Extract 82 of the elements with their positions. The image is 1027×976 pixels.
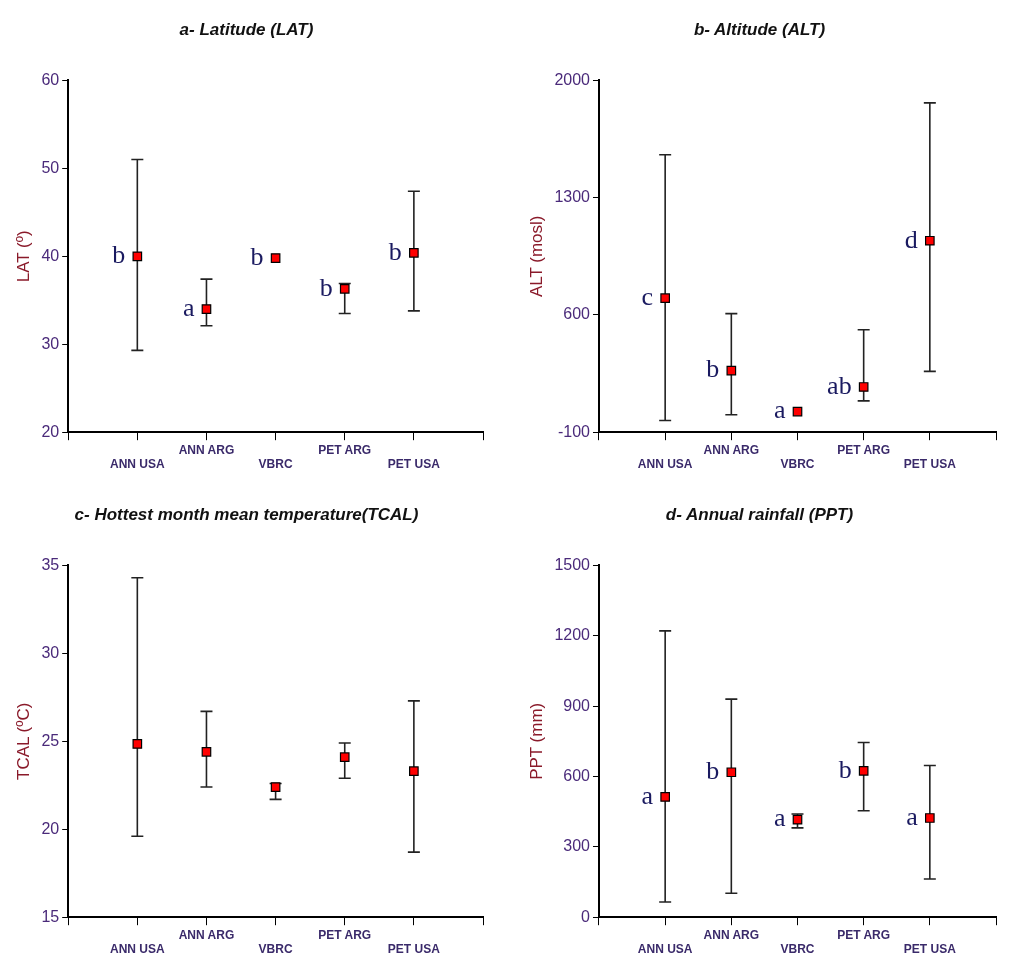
annotation: b	[112, 240, 126, 270]
annotation: ab	[827, 370, 852, 400]
y-tick-label: 30	[41, 643, 60, 661]
x-tick-label: VBRC	[258, 942, 293, 957]
x-tick-label: ANN USA	[637, 942, 693, 957]
chart-title: d- Annual rainfall (PPT)	[665, 504, 854, 524]
annotation: b	[388, 236, 402, 266]
point	[924, 235, 935, 246]
point	[270, 782, 281, 792]
y-tick-label: 1500	[554, 555, 591, 573]
y-tick-label: 1300	[554, 188, 591, 206]
annotation: b	[319, 272, 333, 302]
x-tick-label: PET ARG	[318, 442, 372, 457]
point	[201, 747, 212, 757]
x-tick-label: PET USA	[903, 457, 957, 472]
y-tick-label: 40	[41, 246, 60, 264]
x-tick-label: ANN USA	[109, 942, 165, 957]
annotation: b	[706, 756, 720, 786]
y-tick-label: 15	[41, 907, 60, 925]
x-tick-label: PET ARG	[837, 442, 891, 457]
annotation: b	[706, 354, 720, 384]
point	[726, 767, 737, 778]
y-axis-title: ALT (mosl)	[526, 215, 546, 298]
point	[270, 253, 281, 263]
x-tick-label: ANN ARG	[703, 442, 760, 457]
x-tick-label: VBRC	[780, 457, 815, 472]
point	[660, 293, 670, 304]
y-tick-label: -100	[557, 422, 591, 440]
y-tick-label: 900	[563, 696, 591, 714]
annotation: a	[773, 803, 786, 833]
x-tick-label: ANN ARG	[178, 442, 235, 457]
point	[660, 792, 670, 802]
y-tick-label: 600	[563, 305, 591, 323]
chart-title: a- Latitude (LAT)	[179, 19, 314, 39]
point	[339, 752, 350, 762]
x-tick-label: ANN USA	[109, 457, 165, 472]
y-tick-label: 2000	[554, 70, 591, 88]
y-tick-label: 1200	[554, 626, 591, 644]
x-tick-label: ANN ARG	[703, 927, 760, 942]
x-tick-label: ANN USA	[637, 457, 693, 472]
x-tick-label: PET USA	[387, 457, 441, 472]
y-tick-label: 50	[41, 158, 60, 176]
annotation: a	[906, 801, 919, 831]
x-tick-label: PET ARG	[837, 927, 891, 942]
y-axis-title: PPT (mm)	[526, 702, 546, 780]
annotation: b	[250, 241, 264, 271]
point	[409, 766, 419, 777]
point	[858, 382, 869, 392]
point	[339, 284, 350, 294]
annotation: a	[641, 780, 654, 810]
x-tick-label: PET USA	[387, 942, 441, 957]
annotation: c	[641, 282, 654, 312]
y-tick-label: 20	[41, 422, 60, 440]
x-tick-label: ANN ARG	[178, 927, 235, 942]
y-tick-label: 0	[581, 907, 591, 925]
y-axis-title: LAT (º)	[13, 230, 33, 283]
point	[132, 251, 143, 262]
y-tick-label: 30	[41, 334, 60, 352]
point	[132, 739, 143, 749]
point	[792, 814, 803, 825]
y-axis-title: TCAL (ºC)	[13, 702, 33, 780]
x-tick-label: PET USA	[903, 942, 957, 957]
y-tick-label: 600	[563, 766, 591, 784]
x-tick-label: VBRC	[258, 457, 293, 472]
y-tick-label: 20	[41, 819, 60, 837]
chart-title: b- Altitude (ALT)	[693, 19, 826, 39]
y-tick-label: 60	[41, 70, 60, 88]
annotation: a	[773, 395, 786, 425]
x-tick-label: VBRC	[780, 942, 815, 957]
point	[858, 766, 869, 776]
point	[924, 813, 935, 823]
annotation: d	[904, 224, 918, 254]
point	[409, 247, 419, 258]
y-tick-label: 25	[41, 731, 60, 749]
y-tick-label: 300	[563, 837, 591, 855]
annotation: a	[182, 292, 195, 322]
annotation: b	[838, 754, 852, 784]
y-tick-label: 35	[41, 555, 60, 573]
point	[726, 365, 737, 376]
x-tick-label: PET ARG	[318, 927, 372, 942]
chart-title: c- Hottest month mean temperature(TCAL)	[74, 504, 419, 524]
point	[201, 304, 212, 314]
